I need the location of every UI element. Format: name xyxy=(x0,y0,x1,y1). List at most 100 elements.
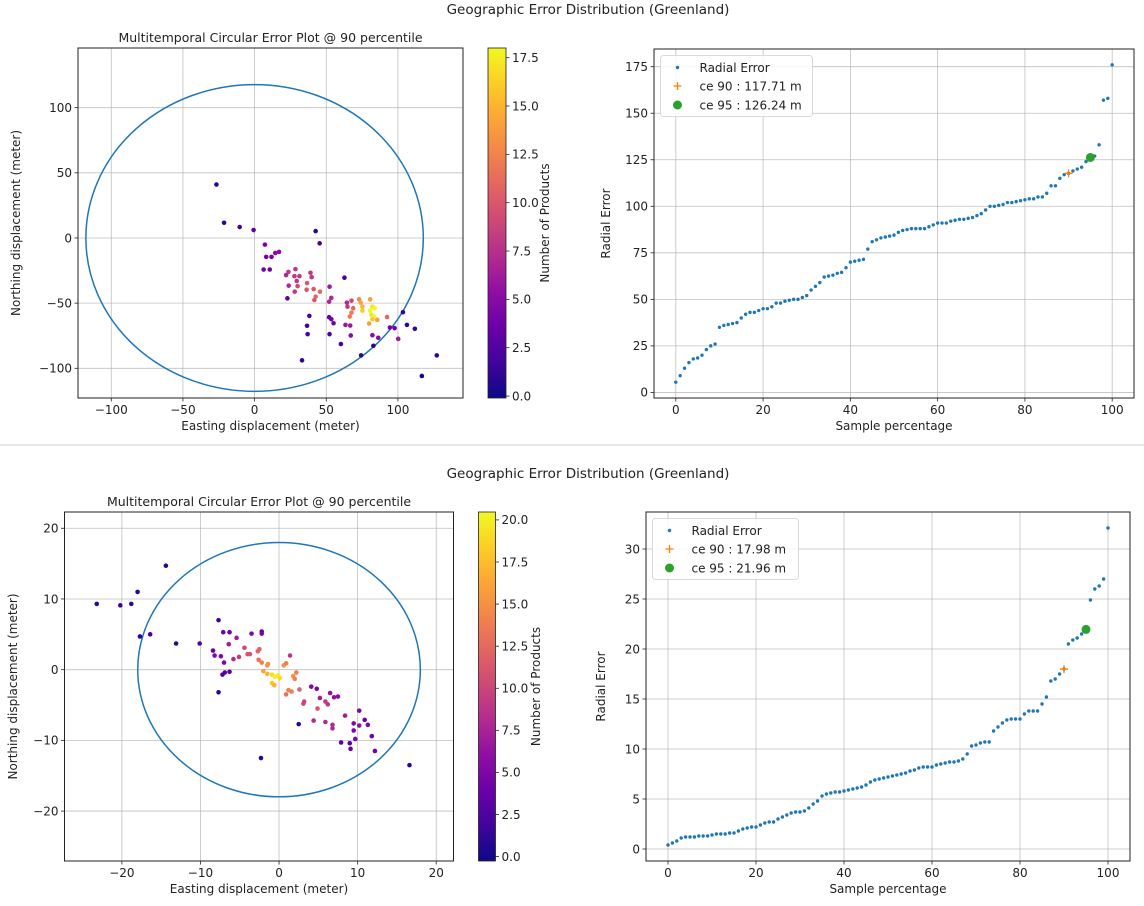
radial-error-point xyxy=(1101,98,1106,102)
axes-frame xyxy=(77,47,464,399)
radial-error-point xyxy=(1040,195,1045,199)
radial-error-point xyxy=(965,752,969,756)
scatter-point xyxy=(360,308,365,313)
y-tick-label: 25 xyxy=(625,592,640,606)
legend-ce90-marker xyxy=(665,545,674,553)
scatter-point xyxy=(372,748,378,754)
radial-error-point xyxy=(837,790,842,794)
radial-error-point xyxy=(758,823,763,827)
radial-error-point xyxy=(1071,169,1075,173)
radial-error-point xyxy=(770,305,774,309)
y-tick-label: 175 xyxy=(625,60,648,74)
radial-error-point xyxy=(1093,587,1097,591)
scatter-point xyxy=(365,722,371,728)
y-tick-label: 0 xyxy=(640,386,648,400)
y-tick-label: 5 xyxy=(632,792,640,806)
scatter-point xyxy=(387,325,393,330)
scatter-point xyxy=(285,296,290,301)
radial-error-point xyxy=(793,810,798,814)
radial-error-point xyxy=(953,218,957,222)
colorbar-tick-label: 20.0 xyxy=(502,513,529,527)
y-tick-label: 30 xyxy=(625,542,640,556)
scatter-point xyxy=(286,283,292,288)
scatter-point xyxy=(350,305,356,311)
scatter-point xyxy=(311,718,316,723)
radial-error-point xyxy=(1075,167,1079,171)
x-tick-label: 100 xyxy=(1101,403,1124,417)
radial-error-point xyxy=(881,776,886,780)
x-tick-label: 10 xyxy=(350,866,365,880)
radial-error-point xyxy=(1010,200,1014,205)
colorbar-tick-label: 15.0 xyxy=(512,99,539,113)
radial-error-point xyxy=(935,221,940,225)
scatter-point xyxy=(283,661,289,666)
radial-error-point xyxy=(1000,721,1005,725)
radial-error-point xyxy=(883,235,887,239)
radial-error-point xyxy=(809,288,813,292)
scatter-point xyxy=(347,740,353,746)
colorbar-tick-label: 5.0 xyxy=(502,766,521,780)
scatter-point xyxy=(226,641,232,647)
y-axis-label: Radial Error xyxy=(594,651,608,721)
radial-error-point xyxy=(748,310,752,315)
radial-error-point xyxy=(1049,679,1053,683)
radial-error-point xyxy=(735,320,739,325)
scatter-point xyxy=(295,283,300,289)
scatter-point xyxy=(338,740,344,745)
x-axis-label: Easting displacement (meter) xyxy=(181,419,359,433)
scatter-point xyxy=(258,755,264,761)
x-tick-label: 40 xyxy=(843,403,858,417)
legend: Radial Error ce 90 : 117.71 m ce 95 : 126.… xyxy=(660,55,813,117)
scatter-point xyxy=(327,331,332,337)
radial-error-point xyxy=(939,762,943,766)
radial-error-point xyxy=(997,203,1001,208)
radial-error-point xyxy=(874,238,879,242)
scatter-point xyxy=(384,314,390,320)
scatter-point xyxy=(317,289,323,294)
radial-error-point xyxy=(1027,709,1031,713)
x-tick-label: 80 xyxy=(1012,866,1027,880)
scatter-point xyxy=(352,736,358,742)
radial-error-point xyxy=(691,357,695,361)
scatter-point xyxy=(242,645,247,651)
radial-error-point xyxy=(835,271,839,275)
scatter-point xyxy=(262,242,268,247)
scatter-point xyxy=(360,304,365,309)
x-tick-label: 20 xyxy=(748,866,763,880)
scatter-point xyxy=(345,304,350,309)
scatter-point xyxy=(342,275,347,281)
scatter-point xyxy=(351,721,356,726)
legend-entry: Radial Error xyxy=(700,61,770,75)
scatter-point xyxy=(212,653,217,658)
scatter-point xyxy=(261,668,266,674)
radial-error-point xyxy=(723,832,727,836)
radial-error-point xyxy=(749,825,754,829)
scatter-point xyxy=(362,717,367,723)
scatter-point xyxy=(264,671,270,677)
radial-error-point xyxy=(895,773,899,777)
radial-error-point xyxy=(688,835,692,839)
colorbar-tick-label: 12.5 xyxy=(512,148,539,162)
radial-error-point xyxy=(987,740,991,744)
y-tick-label: −50 xyxy=(47,296,72,310)
scatter-point xyxy=(221,660,227,665)
scatter-point xyxy=(292,273,297,279)
legend-entry: ce 90 : 117.71 m xyxy=(700,79,802,93)
radial-error-point xyxy=(1097,143,1101,147)
x-tick-label: 60 xyxy=(924,866,939,880)
legend-entry: ce 95 : 126.24 m xyxy=(700,98,802,112)
radial-error-plot: 0 20 40 60 80 100 0 5 10 15 20 25 30 Radial Error ce 9… xyxy=(594,511,1131,896)
radial-error-point xyxy=(1022,712,1027,716)
colorbar-tick-label: 7.5 xyxy=(512,244,531,258)
radial-error-point xyxy=(1071,638,1075,642)
radial-error-point xyxy=(917,766,921,770)
colorbar-label: Number of Products xyxy=(538,163,552,282)
scatter-point xyxy=(294,670,299,675)
scatter-point xyxy=(335,694,341,699)
scatter-point xyxy=(348,746,353,752)
scatter-point xyxy=(330,726,335,731)
scatter-point xyxy=(342,713,348,718)
radial-error-point xyxy=(961,757,965,761)
scatter-point xyxy=(309,274,314,280)
radial-error-point xyxy=(763,821,767,825)
